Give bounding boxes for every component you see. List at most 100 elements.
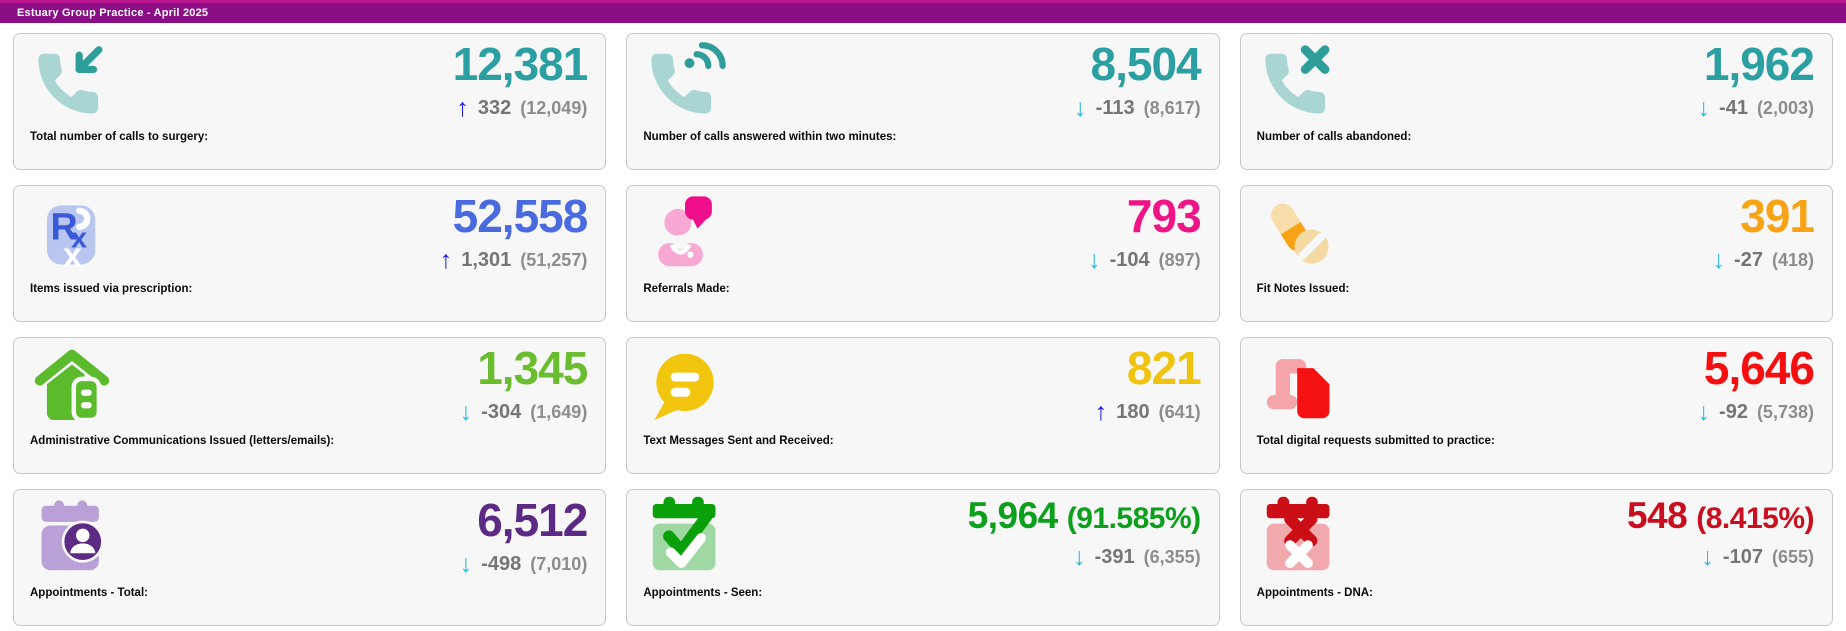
kpi-card[interactable]: 12,381 ↑ 332 (12,049) Total number of ca… xyxy=(13,33,607,170)
kpi-label: Appointments - DNA: xyxy=(1256,587,1373,599)
trend-up-arrow-icon: ↑ xyxy=(1094,398,1108,426)
kpi-percentage: (91.585%) xyxy=(1066,502,1201,535)
kpi-label: Appointments - Total: xyxy=(30,587,148,599)
kpi-value: 12,381 xyxy=(452,38,589,90)
kpi-value: 793 xyxy=(1126,190,1202,242)
phone-ringing-icon xyxy=(642,39,728,125)
kpi-card[interactable]: 548 (8.415%) ↓ -107 (655) Appointments -… xyxy=(1239,489,1833,626)
kpi-delta: -41 xyxy=(1719,97,1748,119)
kpi-previous-value: (51,257) xyxy=(520,250,588,270)
kpi-previous-value: (7,010) xyxy=(530,554,588,574)
kpi-previous-value: (1,649) xyxy=(530,402,588,422)
kpi-label: Text Messages Sent and Received: xyxy=(643,435,834,447)
kpi-label: Referrals Made: xyxy=(643,283,730,295)
kpi-delta: -92 xyxy=(1719,401,1748,423)
kpi-value: 548 xyxy=(1627,495,1688,536)
kpi-value: 5,964 xyxy=(967,495,1059,536)
kpi-previous-value: (8,617) xyxy=(1143,98,1201,118)
trend-down-arrow-icon: ↓ xyxy=(459,550,473,578)
kpi-value: 6,512 xyxy=(477,494,588,546)
kpi-value: 52,558 xyxy=(452,190,589,242)
kpi-stats: 5,646 ↓ -92 (5,738) xyxy=(1697,342,1815,426)
kpi-stats: 52,558 ↑ 1,301 (51,257) xyxy=(440,190,589,273)
kpi-value: 821 xyxy=(1126,342,1202,394)
kpi-card[interactable]: 5,964 (91.585%) ↓ -391 (6,355) Appointme… xyxy=(626,489,1220,626)
kpi-stats: 8,504 ↓ -113 (8,617) xyxy=(1074,38,1202,122)
kpi-previous-value: (12,049) xyxy=(520,98,588,118)
kpi-label: Number of calls answered within two minu… xyxy=(643,131,897,143)
kpi-stats: 5,964 (91.585%) ↓ -391 (6,355) xyxy=(967,495,1202,571)
trend-down-arrow-icon: ↓ xyxy=(1074,94,1087,122)
phone-missed-call-icon xyxy=(1256,39,1342,125)
trend-down-arrow-icon: ↓ xyxy=(1697,94,1711,122)
kpi-value: 8,504 xyxy=(1090,38,1202,90)
kpi-card[interactable]: 5,646 ↓ -92 (5,738) Total digital reques… xyxy=(1239,337,1833,474)
kpi-stats: 793 ↓ -104 (897) xyxy=(1088,190,1202,274)
trend-down-arrow-icon: ↓ xyxy=(1073,543,1086,571)
kpi-card[interactable]: 1,962 ↓ -41 (2,003) Number of calls aban… xyxy=(1239,33,1833,170)
kpi-card[interactable]: 6,512 ↓ -498 (7,010) Appointments - Tota… xyxy=(13,489,607,626)
laptop-document-icon xyxy=(1256,343,1342,429)
trend-down-arrow-icon: ↓ xyxy=(1712,246,1726,274)
page-title: Estuary Group Practice - April 2025 xyxy=(17,7,209,19)
kpi-delta: 180 xyxy=(1116,401,1150,423)
kpi-delta: -304 xyxy=(481,401,522,423)
kpi-card[interactable]: 793 ↓ -104 (897) Referrals Made: xyxy=(626,185,1220,322)
kpi-label: Fit Notes Issued: xyxy=(1256,283,1350,295)
home-letter-icon xyxy=(29,343,115,429)
pills-icon xyxy=(1256,191,1342,277)
kpi-card[interactable]: 1,345 ↓ -304 (1,649) Administrative Comm… xyxy=(13,337,607,474)
kpi-value: 5,646 xyxy=(1703,342,1815,394)
kpi-previous-value: (655) xyxy=(1771,547,1814,567)
svg-text:x: x xyxy=(63,236,82,274)
calendar-check-icon xyxy=(642,495,728,581)
kpi-stats: 1,962 ↓ -41 (2,003) xyxy=(1697,38,1815,122)
kpi-previous-value: (5,738) xyxy=(1756,402,1814,422)
trend-down-arrow-icon: ↓ xyxy=(1697,398,1711,426)
kpi-delta: -498 xyxy=(481,553,522,575)
kpi-previous-value: (418) xyxy=(1771,250,1814,270)
kpi-previous-value: (641) xyxy=(1158,402,1201,422)
kpi-card[interactable]: 8,504 ↓ -113 (8,617) Number of calls ans… xyxy=(626,33,1220,170)
title-bar: Estuary Group Practice - April 2025 xyxy=(0,0,1846,23)
trend-up-arrow-icon: ↑ xyxy=(456,94,469,122)
trend-down-arrow-icon: ↓ xyxy=(1701,543,1714,571)
dashboard-grid: 12,381 ↑ 332 (12,049) Total number of ca… xyxy=(0,23,1846,631)
kpi-label: Items issued via prescription: xyxy=(30,283,193,295)
kpi-delta: 332 xyxy=(477,97,512,119)
kpi-stats: 548 (8.415%) ↓ -107 (655) xyxy=(1627,497,1814,570)
kpi-delta: 1,301 xyxy=(461,249,512,271)
kpi-label: Number of calls abandoned: xyxy=(1256,131,1412,143)
kpi-delta: -113 xyxy=(1095,97,1135,119)
kpi-stats: 391 ↓ -27 (418) xyxy=(1712,190,1815,274)
kpi-delta: -107 xyxy=(1722,546,1763,568)
kpi-delta: -391 xyxy=(1094,546,1135,568)
kpi-card[interactable]: 821 ↑ 180 (641) Text Messages Sent and R… xyxy=(626,337,1220,474)
svg-text:x: x xyxy=(71,222,87,254)
trend-down-arrow-icon: ↓ xyxy=(1088,246,1101,274)
kpi-value: 1,345 xyxy=(477,342,588,394)
calendar-person-icon xyxy=(29,495,115,581)
calendar-x-icon xyxy=(1256,495,1342,581)
kpi-previous-value: (897) xyxy=(1158,250,1201,270)
chat-bubble-icon xyxy=(642,343,728,429)
kpi-stats: 821 ↑ 180 (641) xyxy=(1094,342,1202,426)
kpi-label: Total digital requests submitted to prac… xyxy=(1256,435,1495,447)
kpi-stats: 12,381 ↑ 332 (12,049) xyxy=(452,38,589,122)
referral-doctor-chat-icon xyxy=(642,191,728,277)
kpi-value: 391 xyxy=(1740,190,1815,242)
kpi-percentage: (8.415%) xyxy=(1696,502,1814,535)
kpi-previous-value: (6,355) xyxy=(1143,547,1201,567)
kpi-card[interactable]: 391 ↓ -27 (418) Fit Notes Issued: xyxy=(1239,185,1833,322)
kpi-delta: -27 xyxy=(1734,249,1763,271)
kpi-delta: -104 xyxy=(1109,249,1150,271)
kpi-previous-value: (2,003) xyxy=(1756,98,1814,118)
kpi-label: Total number of calls to surgery: xyxy=(30,131,209,143)
kpi-value: 1,962 xyxy=(1703,38,1815,90)
svg-text:R: R xyxy=(51,205,78,247)
kpi-label: Appointments - Seen: xyxy=(643,587,763,599)
phone-incoming-call-icon xyxy=(29,39,115,125)
kpi-label: Administrative Communications Issued (le… xyxy=(30,435,335,447)
